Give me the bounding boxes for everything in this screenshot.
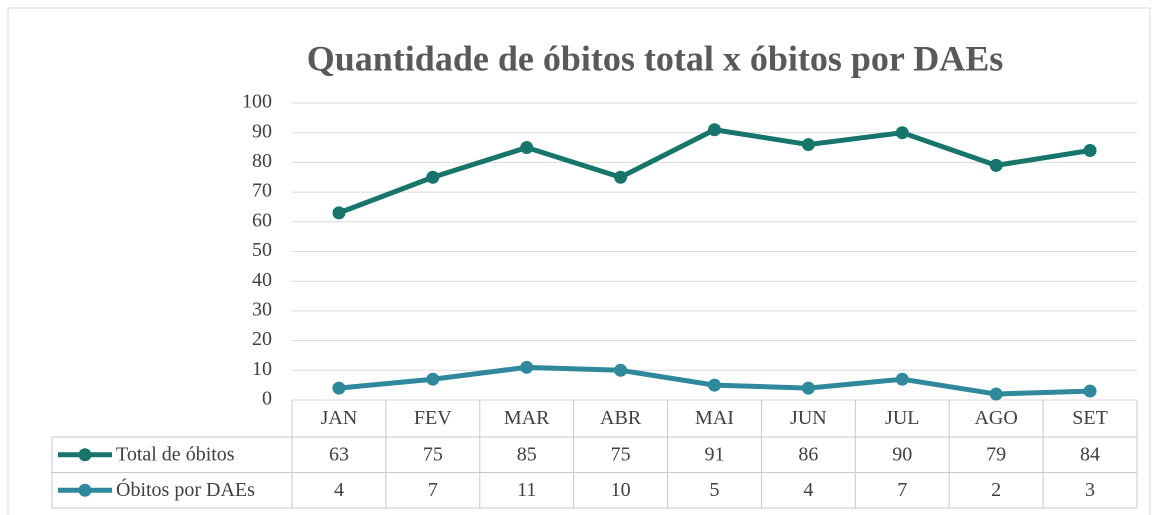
point: [801, 381, 815, 395]
table-value: 91: [705, 443, 725, 465]
point: [520, 360, 534, 374]
point: [332, 206, 346, 220]
point: [708, 378, 721, 392]
x-tick-label: JUL: [885, 407, 919, 429]
chart-border: [7, 7, 1151, 515]
legend-marker: [78, 448, 92, 462]
table-value: 10: [611, 479, 631, 501]
point: [708, 123, 721, 137]
point: [989, 387, 1003, 401]
point: [614, 170, 628, 184]
table-value: 75: [423, 443, 443, 465]
table-value: 11: [517, 479, 536, 501]
series-line: [338, 127, 1091, 216]
x-tick-label: MAI: [695, 407, 734, 429]
y-tick-label: 10: [252, 358, 272, 380]
y-tick-label: 0: [262, 388, 272, 410]
point: [895, 372, 909, 386]
point: [989, 158, 1003, 172]
x-tick-label: JAN: [321, 407, 358, 429]
table-value: 7: [897, 479, 907, 501]
point: [332, 381, 346, 395]
y-tick-label: 90: [252, 120, 272, 142]
x-tick-label: AGO: [974, 407, 1017, 429]
point: [1083, 144, 1097, 158]
y-tick-label: 80: [252, 150, 272, 172]
point: [520, 141, 534, 155]
point: [426, 372, 440, 386]
point: [1083, 384, 1097, 398]
x-tick-label: ABR: [600, 407, 642, 429]
y-tick-label: 40: [252, 269, 272, 291]
table-value: 85: [517, 443, 537, 465]
table-value: 90: [892, 443, 912, 465]
legend-marker: [78, 483, 92, 497]
legend-label: Total de óbitos: [116, 443, 235, 465]
y-tick-label: 60: [252, 209, 272, 231]
x-tick-label: FEV: [414, 407, 452, 429]
table-value: 7: [428, 479, 438, 501]
x-tick-label: MAR: [504, 407, 550, 429]
table-value: 3: [1085, 479, 1095, 501]
table-value: 63: [329, 443, 349, 465]
point: [426, 170, 440, 184]
table-value: 5: [710, 479, 720, 501]
legend-label: Óbitos por DAEs: [116, 477, 255, 501]
table-value: 79: [986, 443, 1006, 465]
y-tick-label: 20: [252, 328, 272, 350]
y-tick-label: 30: [252, 298, 272, 320]
table-value: 75: [611, 443, 631, 465]
point: [895, 126, 909, 140]
y-tick-label: 70: [252, 180, 272, 202]
x-tick-label: JUN: [790, 407, 827, 429]
x-tick-label: SET: [1072, 407, 1108, 429]
y-tick-label: 100: [242, 91, 272, 113]
table-value: 2: [991, 479, 1001, 501]
point: [614, 363, 628, 377]
point: [801, 138, 815, 152]
table-value: 4: [803, 479, 813, 501]
y-tick-label: 50: [252, 239, 272, 261]
table-value: 84: [1080, 443, 1100, 465]
table-value: 4: [334, 479, 344, 501]
chart-title: Quantidade de óbitos total x óbitos por …: [307, 38, 1003, 78]
table-value: 86: [798, 443, 818, 465]
